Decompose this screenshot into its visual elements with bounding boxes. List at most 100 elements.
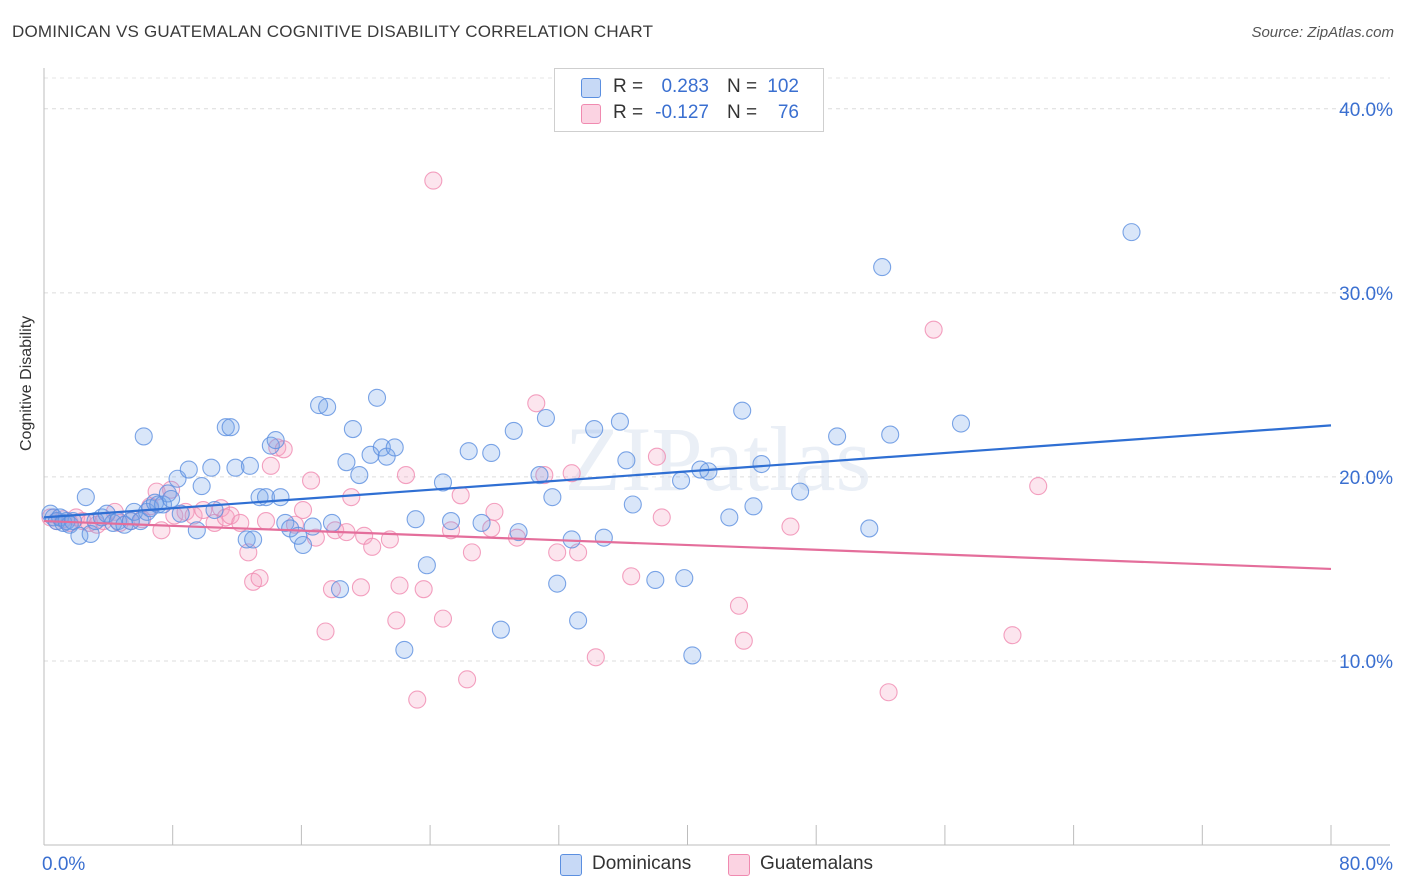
dominican-point (594, 528, 613, 547)
guatemalan-point (586, 648, 605, 667)
guatemalan-point (351, 578, 370, 597)
dominican-point (873, 258, 892, 277)
watermark: ZIPatlas (565, 408, 872, 510)
dominican-point (509, 523, 528, 542)
dominican-point (569, 611, 588, 630)
guatemalan-point (1029, 477, 1048, 496)
dominican-point (261, 436, 280, 455)
dominican-point (406, 510, 425, 529)
dominican-point (433, 473, 453, 492)
dominican-point (240, 456, 259, 475)
dominican-point (482, 443, 501, 463)
dominican-point (610, 412, 629, 431)
dominican-point (675, 569, 694, 588)
dominican-point (221, 418, 240, 437)
dominican-point (337, 453, 356, 472)
guatemalans-swatch (728, 854, 750, 876)
guatemalan-point (734, 631, 753, 650)
guatemalan-point (622, 567, 641, 586)
legend-label-guatemalans: Guatemalans (760, 853, 874, 874)
dominican-point (672, 471, 691, 490)
y-tick-label: 40.0% (1339, 100, 1393, 121)
dominican-point (293, 535, 313, 555)
dominican-point (216, 418, 235, 437)
guatemalan-point (390, 576, 409, 595)
guatemalan-point (441, 521, 461, 540)
guatemalan-point (250, 569, 269, 588)
guatemalan-point (433, 609, 453, 628)
gridlines (44, 77, 1390, 662)
guatemalan-point (424, 171, 443, 190)
dominican-point (266, 431, 285, 450)
dominican-point (491, 620, 510, 639)
y-tick-label: 10.0% (1339, 652, 1393, 673)
dominican-point (646, 570, 665, 590)
guatemalan-point (562, 464, 581, 483)
dominican-point (441, 512, 461, 531)
dominican-point (504, 421, 523, 440)
dominican-point (350, 466, 369, 485)
guatemalan-point (342, 488, 361, 507)
dominican-point (1122, 223, 1141, 242)
guatemalan-point (535, 466, 554, 485)
dominican-point (179, 460, 198, 479)
x-tick-label: 0.0% (42, 854, 85, 875)
dominican-point (720, 508, 739, 527)
dominican-point (791, 482, 810, 501)
dominican-point (881, 425, 900, 444)
guatemalan-point (462, 543, 481, 562)
guatemalan-point (293, 500, 313, 520)
legend-n-value: 102 (767, 76, 799, 97)
dominican-point (162, 489, 181, 509)
dominican-point (585, 420, 604, 439)
guatemalan-point (221, 506, 240, 525)
dominican-point (548, 574, 567, 593)
legend-row-guatemalans: R = -0.127 N = 76 (555, 101, 823, 125)
guatemalan-point (256, 512, 276, 531)
dominican-point (343, 420, 362, 439)
guatemalan-point (781, 517, 800, 536)
dominican-point (536, 408, 555, 428)
chart-title: DOMINICAN VS GUATEMALAN COGNITIVE DISABI… (12, 22, 654, 41)
dominican-point (472, 513, 491, 532)
guatemalan-point (879, 683, 898, 702)
dominican-point (187, 521, 206, 540)
dominican-point (202, 458, 221, 477)
legend-r-value: 0.283 (661, 76, 709, 97)
dominican-point (192, 477, 211, 496)
guatemalan-point (458, 670, 477, 689)
dominican-point (134, 427, 153, 446)
tick-labels: 10.0% 20.0% 30.0% 40.0% 0.0% 80.0% (42, 100, 1393, 875)
dominican-point (951, 414, 971, 433)
guatemalan-point (451, 486, 470, 505)
guatemalan-point (527, 394, 546, 413)
guatemalan-point (380, 530, 399, 549)
dominican-point (744, 497, 763, 516)
guatemalan-point (1003, 626, 1022, 645)
trend-lines (43, 424, 1332, 571)
dominican-point (237, 530, 256, 549)
legend-n-value: 76 (777, 102, 799, 123)
dominicans-trend-line (43, 424, 1332, 519)
dominican-point (385, 438, 404, 457)
dominican-point (318, 397, 337, 417)
guatemalan-point (647, 447, 666, 466)
dominican-point (623, 495, 642, 514)
guatemalan-point (363, 537, 382, 556)
dominican-point (530, 466, 549, 485)
guatemalan-point (302, 471, 321, 490)
legend-n-label: N = (727, 76, 758, 97)
legend-label-dominicans: Dominicans (592, 853, 692, 874)
dominican-point (330, 580, 350, 599)
legend-n-label: N = (727, 102, 758, 123)
guatemalan-point (261, 456, 280, 475)
dominican-point (70, 526, 89, 545)
dominican-point (860, 519, 879, 538)
source-credit: Source: ZipAtlas.com (1251, 24, 1394, 41)
dominican-point (322, 513, 342, 532)
dominican-point (76, 488, 95, 507)
dominican-point (417, 556, 436, 575)
dominican-point (617, 451, 636, 470)
dominican-point (276, 513, 295, 532)
guatemalan-point (414, 580, 433, 599)
